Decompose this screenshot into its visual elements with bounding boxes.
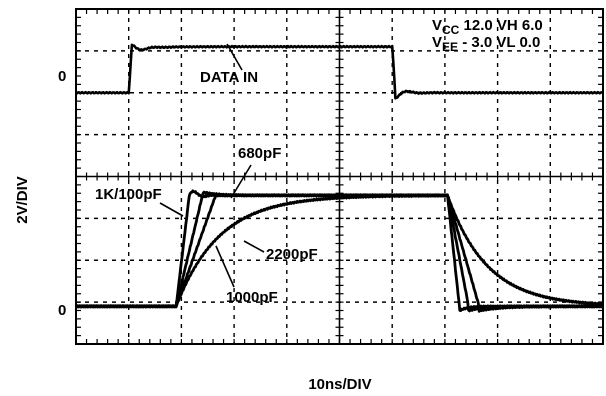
supply-info-2: VEE - 3.0 VL 0.0 xyxy=(432,34,540,54)
arrow-data-in xyxy=(226,43,243,71)
arrow-1k-100pf xyxy=(159,202,184,217)
arrow-1000pf xyxy=(215,245,235,288)
supply-info-1: VCC 12.0 VH 6.0 xyxy=(432,17,543,37)
arrow-2200pf xyxy=(243,240,265,253)
arrow-680pf xyxy=(230,164,252,199)
graticule xyxy=(75,8,604,345)
trace-2200pf xyxy=(75,193,605,309)
traces xyxy=(74,43,605,313)
label-data-in: DATA IN xyxy=(200,69,258,86)
label-680pf: 680pF xyxy=(238,145,281,162)
label-1k-100pf: 1K/100pF xyxy=(95,186,162,203)
zero-marker-top: 0 xyxy=(58,68,66,85)
label-2200pf: 2200pF xyxy=(266,246,318,263)
trace-data-in xyxy=(75,43,604,100)
label-1000pf: 1000pF xyxy=(226,289,278,306)
x-axis-label: 10ns/DIV xyxy=(308,376,371,393)
zero-marker-bottom: 0 xyxy=(58,302,66,319)
y-axis-label: 2V/DIV xyxy=(14,176,31,224)
